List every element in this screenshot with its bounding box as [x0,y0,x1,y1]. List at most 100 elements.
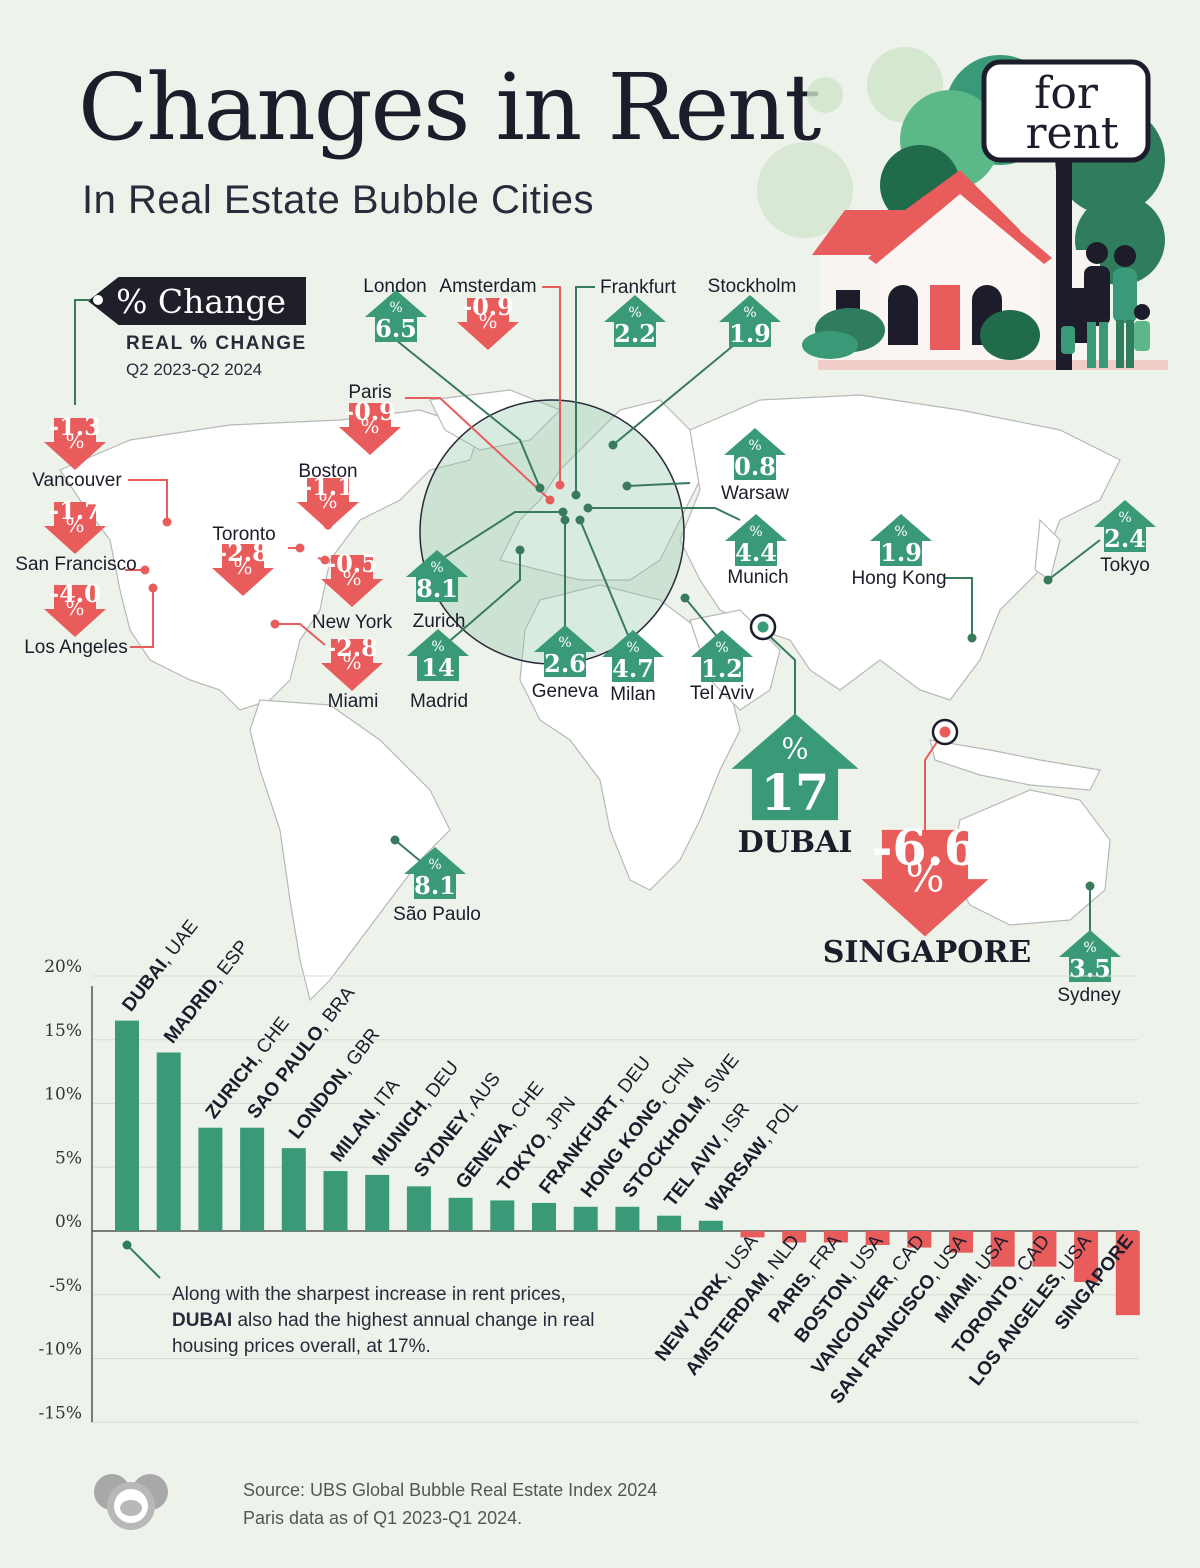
percent-sign: % [478,309,497,333]
percent-sign: % [389,300,402,316]
bar-label-country: , AUS [458,1069,504,1120]
percent-sign: % [318,489,337,513]
arrow-london: %6.5 [365,290,427,343]
label-frankfurt: Frankfurt [600,277,677,298]
chart-annotation: Along with the sharpest increase in rent… [172,1282,612,1360]
legend-subtitle: REAL % CHANGE [126,333,307,354]
arrow-san-francisco: %-1.7 [44,496,106,554]
city-pins [140,440,1095,891]
label-geneva: Geneva [532,681,599,702]
bar-label-country: , BRA [312,983,359,1035]
arrow-amsterdam: %-0.9 [457,292,519,350]
label-dubai: DUBAI [738,825,853,860]
value-hong-kong: 1.9 [880,538,922,567]
y-tick: 0% [55,1212,82,1232]
value-vancouver: -1.3 [49,412,101,441]
arrow-toronto: %-2.8 [212,538,274,596]
percent-sign: % [233,555,252,579]
arrow-los-angeles: %-4.0 [44,579,106,637]
bar-label-city: MADRID [160,975,223,1048]
bar-label-country: , DEU [415,1057,463,1110]
value-zurich: 8.1 [416,574,458,603]
percent-sign: % [360,414,379,438]
y-tick: -10% [38,1340,82,1360]
arrow-madrid: %14 [407,629,469,682]
bar-label-country: , ESP [207,936,253,987]
arrow-boston: %-1.1 [297,472,359,530]
label-sao-paulo: São Paulo [393,904,481,925]
percent-sign: % [748,438,761,454]
percent-sign: % [715,640,728,656]
chart-grid [91,975,1138,1423]
percent-sign: % [428,857,441,873]
y-tick: 10% [44,1085,82,1105]
label-sydney: Sydney [1057,985,1121,1006]
annotation-text-1: Along with the sharpest increase in rent… [172,1284,566,1305]
label-milan: Milan [610,684,655,705]
percent-sign: % [781,732,808,766]
value-sydney: 3.5 [1069,954,1111,983]
label-miami: Miami [328,691,379,712]
bar-madrid [156,1052,181,1231]
arrow-frankfurt: %2.2 [604,295,666,348]
bar-tel-aviv [657,1215,682,1231]
label-zurich: Zurich [413,611,466,632]
annotation-dot [122,1240,132,1250]
source-note: Source: UBS Global Bubble Real Estate In… [243,1476,657,1532]
label-new-york: New York [312,612,393,633]
value-new-york: -0.5 [326,549,378,578]
arrow-sydney: %3.5 [1059,930,1121,983]
bar-stockholm [615,1206,640,1231]
sign-line1: for [1034,68,1099,119]
bar-munich [365,1174,390,1231]
bar-san-francisco [949,1231,973,1253]
label-toronto: Toronto [212,524,275,545]
value-boston: -1.1 [302,472,354,501]
percent-sign: % [342,566,361,590]
bar-london [281,1148,306,1231]
y-tick: 20% [44,957,82,977]
percent-sign: % [894,524,907,540]
label-madrid: Madrid [410,691,468,712]
bar-hong-kong [573,1206,598,1231]
y-tick: 15% [44,1021,82,1041]
annotation-bold: DUBAI [172,1310,233,1331]
value-tokyo: 2.4 [1104,524,1146,553]
label-paris: Paris [348,382,391,403]
page-title: Changes in Rent [78,54,821,161]
bar-label-country: , SWE [694,1050,744,1105]
source-footnote: Paris data as of Q1 2023-Q1 2024. [243,1508,523,1528]
value-munich: 4.4 [735,538,777,567]
sign-line2: rent [1025,108,1118,159]
label-san-francisco: San Francisco [15,554,136,575]
arrow-warsaw: %0.8 [724,428,786,481]
value-los-angeles: -4.0 [49,579,101,608]
arrow-stockholm: %1.9 [719,295,781,348]
source-line: Source: UBS Global Bubble Real Estate In… [243,1480,658,1500]
y-tick: -5% [49,1276,82,1296]
arrow-milan: %4.7 [602,630,664,683]
y-axis-ticks: 20% 15% 10% 5% 0% -5% -10% -15% [38,957,82,1423]
annotation-leader [126,1244,161,1279]
percent-sign: % [743,305,756,321]
arrow-tel-aviv: %1.2 [691,630,753,683]
bar-milan [323,1171,348,1231]
legend-dot [93,295,103,305]
bar-singapore [1115,1231,1140,1316]
arrow-vancouver: %-1.3 [44,412,106,470]
value-paris: -0.9 [344,397,396,426]
label-warsaw: Warsaw [721,483,789,504]
value-geneva: 2.6 [544,649,586,678]
bar-label-country: , GBR [336,1025,384,1079]
value-stockholm: 1.9 [729,319,771,348]
bar-dubai [115,1020,139,1231]
label-tokyo: Tokyo [1100,555,1150,576]
percent-sign: % [749,524,762,540]
arrow-new-york: %-0.5 [321,549,383,607]
arrow-tokyo: %2.4 [1094,500,1156,553]
world-map: %6.5London%-0.9Amsterdam%2.2Frankfurt%1.… [15,276,1156,1006]
bar-label-city: DUBAI [118,955,172,1015]
label-stockholm: Stockholm [708,276,797,297]
bar-tokyo [490,1200,515,1231]
label-amsterdam: Amsterdam [439,276,536,297]
